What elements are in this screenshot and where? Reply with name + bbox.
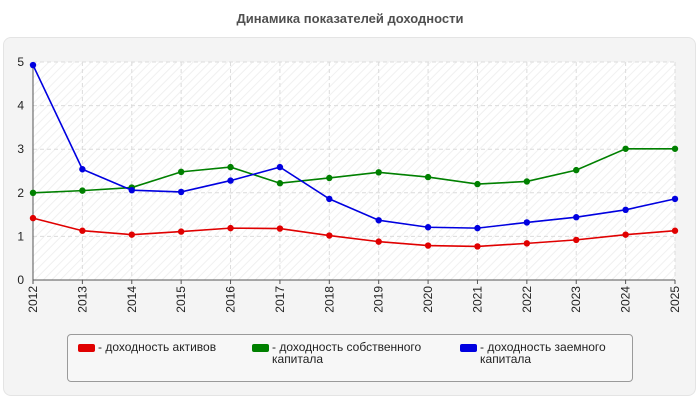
data-point-debt [177, 188, 185, 196]
series-line-debt [32, 64, 676, 229]
y-tick-label: 3 [17, 142, 24, 156]
legend-label-assets: - доходность активов [98, 340, 217, 354]
data-point-debt [128, 186, 135, 194]
data-point-equity [523, 178, 531, 185]
x-tick-label: 2014 [125, 286, 139, 313]
data-point-debt [622, 206, 629, 214]
x-tick-label: 2015 [174, 286, 188, 313]
data-point-equity [326, 174, 333, 182]
data-point-assets [573, 236, 580, 244]
x-tick-label: 2013 [75, 286, 89, 313]
data-point-assets [523, 240, 531, 247]
series-line-equity [32, 147, 675, 194]
data-point-debt [375, 217, 382, 224]
x-tick-label: 2012 [26, 286, 40, 313]
data-point-equity [375, 169, 382, 176]
plot-area [33, 62, 675, 280]
x-tick-label: 2025 [668, 286, 682, 313]
data-point-debt [29, 61, 37, 69]
data-point-debt [276, 163, 284, 171]
data-point-debt [573, 214, 580, 221]
x-tick-label: 2021 [470, 286, 484, 313]
data-point-debt [326, 195, 333, 203]
data-point-assets [227, 224, 234, 232]
y-tick-label: 5 [17, 55, 24, 69]
data-point-equity [671, 145, 679, 152]
data-point-assets [177, 228, 185, 235]
x-tick-label: 2016 [224, 286, 238, 313]
data-point-assets [326, 232, 333, 239]
series [29, 61, 679, 250]
data-point-debt [671, 195, 679, 203]
data-point-equity [622, 145, 629, 152]
data-point-assets [474, 243, 481, 250]
data-point-equity [424, 173, 432, 181]
legend-swatch-debt [460, 344, 477, 352]
y-tick-label: 0 [17, 273, 24, 287]
data-point-equity [177, 168, 185, 176]
data-point-assets [128, 231, 135, 238]
data-point-debt [424, 224, 432, 231]
chart-title: Динамика показателей доходности [236, 11, 464, 26]
data-point-assets [424, 242, 432, 249]
y-tick-label: 4 [17, 99, 24, 113]
data-point-debt [523, 219, 531, 226]
data-point-debt [474, 224, 481, 232]
data-point-equity [474, 180, 481, 188]
data-point-debt [79, 166, 86, 173]
y-tick-label: 2 [17, 186, 24, 200]
x-tick-label: 2023 [569, 286, 583, 313]
x-tick-label: 2022 [520, 286, 534, 313]
data-point-assets [79, 227, 86, 234]
series-line-assets [32, 217, 676, 248]
data-point-equity [79, 187, 86, 194]
data-point-equity [276, 180, 284, 187]
y-tick-label: 1 [17, 229, 24, 243]
x-tick-label: 2019 [372, 286, 386, 313]
legend-label-debt: - доходность заемного капитала [480, 340, 606, 366]
data-point-assets [622, 231, 629, 238]
data-point-assets [375, 238, 382, 245]
data-point-equity [573, 166, 580, 174]
legend-label-equity: - доходность собственного капитала [272, 340, 422, 366]
data-point-debt [227, 177, 234, 184]
data-point-assets [276, 225, 284, 232]
x-tick-label: 2024 [619, 286, 633, 313]
legend: - доходность активов - доходность собств… [67, 334, 633, 382]
legend-swatch-equity [252, 344, 269, 352]
data-point-equity [227, 163, 234, 171]
legend-swatch-assets [78, 344, 95, 352]
x-tick-label: 2018 [322, 286, 336, 313]
data-point-assets [671, 227, 679, 234]
axes: 0 1 2 3 4 5 2012 2013 2014 2015 2016 2017 2018 2019 20… [17, 55, 682, 313]
x-tick-label: 2017 [273, 286, 287, 313]
data-point-assets [29, 214, 37, 222]
x-tick-label: 2020 [421, 286, 435, 313]
data-point-equity [29, 189, 37, 196]
